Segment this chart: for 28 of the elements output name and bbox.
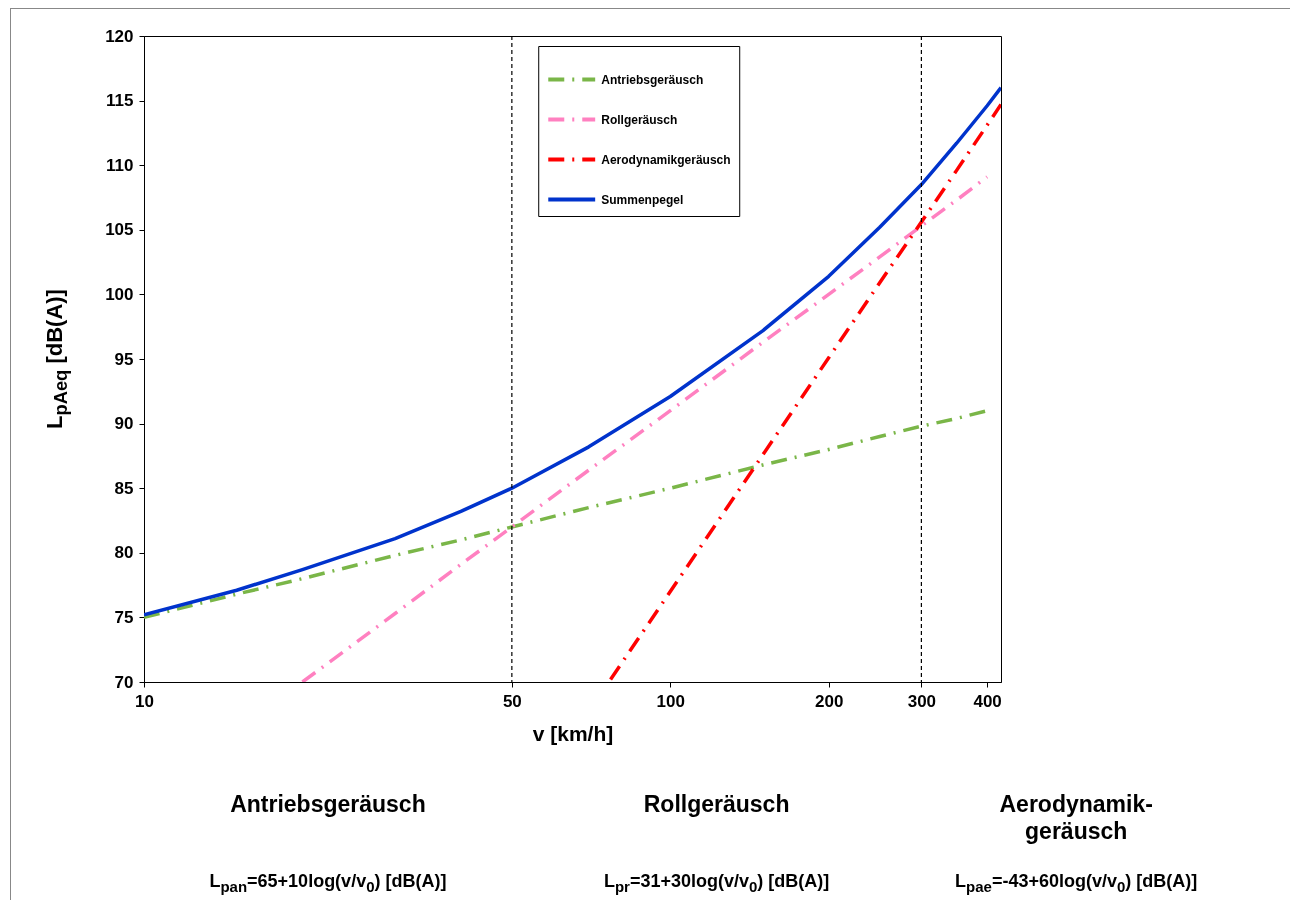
text: L$_{pae}$=-43+60log(v/v$_{0}$) [dB(A)] — [954, 871, 1199, 895]
y-tick-label: 90 — [114, 414, 134, 434]
text: Rollgeräusch — [642, 791, 791, 818]
y-tick-label: 85 — [114, 478, 134, 498]
x-tick-label: 50 — [502, 691, 522, 711]
y-tick-label: 80 — [114, 543, 134, 563]
x-axis-title: v [km/h] — [532, 721, 614, 745]
text: Aerodynamik-geräusch — [998, 791, 1154, 845]
text: L$_{pr}$=31+30log(v/v$_{0}$) [dB(A)] — [602, 871, 831, 895]
x-tick-label: 100 — [656, 691, 685, 711]
y-tick-label: 95 — [114, 349, 134, 369]
legend-label: Aerodynamikgeräusch — [601, 152, 731, 167]
legend-label: Summenpegel — [601, 192, 684, 207]
text: L$_{pan}$=65+10log(v/v$_{0}$) [dB(A)] — [208, 871, 448, 895]
x-tick-label: 300 — [907, 691, 937, 711]
legend-label: Antriebsgeräusch — [601, 72, 704, 87]
y-tick-label: 70 — [114, 672, 134, 692]
x-tick-label: 200 — [815, 691, 844, 711]
legend-label: Rollgeräusch — [601, 112, 678, 127]
x-tick-label: 400 — [973, 691, 1002, 711]
y-tick-label: 115 — [106, 91, 134, 111]
y-tick-label: 75 — [114, 607, 134, 627]
y-tick-label: 100 — [105, 284, 134, 304]
text: Antriebsgeräusch — [229, 791, 427, 818]
y-tick-label: 120 — [105, 26, 134, 46]
y-tick-label: 105 — [105, 220, 134, 240]
x-tick-label: 10 — [135, 691, 154, 711]
y-tick-label: 110 — [106, 155, 134, 175]
